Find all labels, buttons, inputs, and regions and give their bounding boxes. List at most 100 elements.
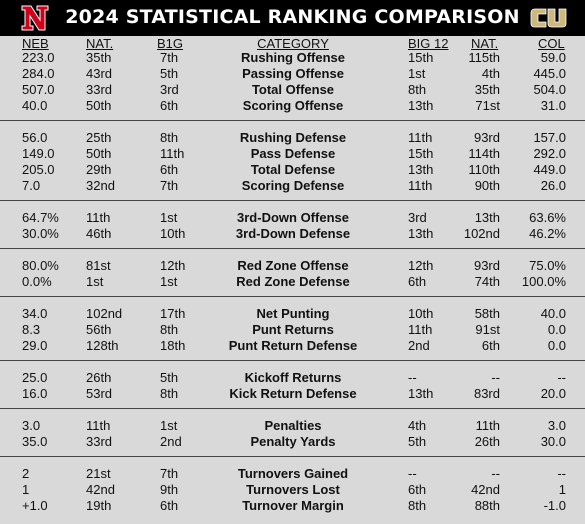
big12-rank: 3rd — [408, 210, 427, 225]
neb-value: 1 — [22, 482, 30, 497]
col-value: 59.0 — [540, 50, 566, 65]
nat-rank-right: 71st — [475, 98, 500, 113]
nat-rank-right: 110th — [468, 162, 500, 177]
category-label: Red Zone Offense — [237, 258, 349, 273]
big12-rank: -- — [408, 370, 417, 385]
b1g-rank: 8th — [160, 130, 179, 145]
neb-value: 3.0 — [22, 418, 41, 433]
big12-rank: 8th — [408, 82, 427, 97]
category-label: Rushing Defense — [239, 130, 347, 145]
big12-rank: -- — [408, 466, 417, 481]
col-value: 3.0 — [547, 418, 566, 433]
nat-rank-left: 35th — [86, 50, 112, 65]
big12-rank: 8th — [408, 498, 427, 513]
neb-value: 284.0 — [22, 66, 55, 81]
b1g-rank: 5th — [160, 66, 179, 81]
nat-rank-right: 4th — [481, 66, 500, 81]
b1g-rank: 17th — [160, 306, 186, 321]
nat-rank-right: 35th — [474, 82, 500, 97]
section-divider — [0, 456, 585, 457]
neb-value: 30.0% — [22, 226, 59, 241]
col-value: 26.0 — [540, 178, 566, 193]
b1g-rank: 8th — [160, 386, 179, 401]
category-label: Turnovers Gained — [237, 466, 349, 481]
neb-value: 7.0 — [22, 178, 41, 193]
category-label: Punt Return Defense — [228, 338, 358, 353]
nat-rank-right: -- — [491, 466, 500, 481]
nat-rank-left: 11th — [86, 418, 111, 433]
b1g-rank: 5th — [160, 370, 179, 385]
category-label: Punt Returns — [252, 322, 334, 337]
col-value: 31.0 — [540, 98, 566, 113]
neb-value: +1.0 — [22, 498, 48, 513]
col-value: 292.0 — [533, 146, 566, 161]
b1g-rank: 1st — [160, 274, 178, 289]
nat-rank-left: 11th — [86, 210, 111, 225]
section-divider — [0, 200, 585, 201]
b1g-rank: 2nd — [160, 434, 182, 449]
neb-value: 149.0 — [22, 146, 55, 161]
col-value: 20.0 — [540, 386, 566, 401]
nat-rank-right: 83rd — [473, 386, 500, 401]
col-value: 46.2% — [529, 226, 566, 241]
neb-value: 35.0 — [22, 434, 48, 449]
nat-rank-right: -- — [491, 370, 500, 385]
neb-value: 223.0 — [22, 50, 55, 65]
col-value: 445.0 — [533, 66, 566, 81]
b1g-rank: 6th — [160, 498, 179, 513]
nat-rank-right: 26th — [474, 434, 500, 449]
nat-rank-right: 88th — [474, 498, 500, 513]
col-value: 157.0 — [533, 130, 566, 145]
nat-rank-left: 50th — [86, 146, 112, 161]
big12-rank: 6th — [408, 274, 427, 289]
nat-rank-right: 42nd — [471, 482, 500, 497]
neb-value: 16.0 — [22, 386, 48, 401]
b1g-rank: 3rd — [160, 82, 179, 97]
col-header-neb: NEB — [22, 36, 49, 51]
big12-rank: 11th — [408, 178, 433, 193]
nat-rank-right: 13th — [474, 210, 500, 225]
nat-rank-left: 50th — [86, 98, 112, 113]
b1g-rank: 7th — [160, 50, 179, 65]
nat-rank-right: 90th — [474, 178, 500, 193]
b1g-rank: 11th — [160, 146, 185, 161]
nat-rank-right: 102nd — [463, 226, 500, 241]
category-label: Pass Defense — [250, 146, 336, 161]
nebraska-n-logo — [21, 5, 49, 31]
section-divider — [0, 408, 585, 409]
col-value: 504.0 — [533, 82, 566, 97]
nat-rank-left: 19th — [86, 498, 112, 513]
nat-rank-right: 6th — [481, 338, 500, 353]
nat-rank-left: 42nd — [86, 482, 115, 497]
neb-value: 29.0 — [22, 338, 48, 353]
big12-rank: 13th — [408, 98, 434, 113]
neb-value: 64.7% — [22, 210, 59, 225]
col-header-nat-left: NAT. — [86, 36, 114, 51]
b1g-rank: 1st — [160, 418, 178, 433]
big12-rank: 13th — [408, 226, 434, 241]
category-label: Total Offense — [251, 82, 335, 97]
col-value: 75.0% — [529, 258, 566, 273]
col-value: 0.0 — [547, 338, 566, 353]
col-value: -1.0 — [543, 498, 566, 513]
big12-rank: 13th — [408, 162, 434, 177]
nat-rank-left: 21st — [86, 466, 111, 481]
b1g-rank: 6th — [160, 98, 179, 113]
b1g-rank: 1st — [160, 210, 178, 225]
nat-rank-right: 91st — [475, 322, 500, 337]
category-label: Scoring Defense — [241, 178, 345, 193]
b1g-rank: 6th — [160, 162, 179, 177]
neb-value: 25.0 — [22, 370, 48, 385]
nat-rank-left: 25th — [86, 130, 112, 145]
category-label: 3rd-Down Offense — [237, 210, 349, 225]
category-label: Turnovers Lost — [246, 482, 340, 497]
page-title: 2024 STATISTICAL RANKING COMPARISON — [65, 6, 520, 28]
col-value: -- — [557, 370, 566, 385]
neb-value: 8.3 — [22, 322, 41, 337]
colorado-cu-logo — [530, 8, 567, 28]
col-value: -- — [557, 466, 566, 481]
col-header-col: COL — [538, 36, 565, 51]
neb-value: 205.0 — [22, 162, 55, 177]
neb-value: 0.0% — [22, 274, 52, 289]
